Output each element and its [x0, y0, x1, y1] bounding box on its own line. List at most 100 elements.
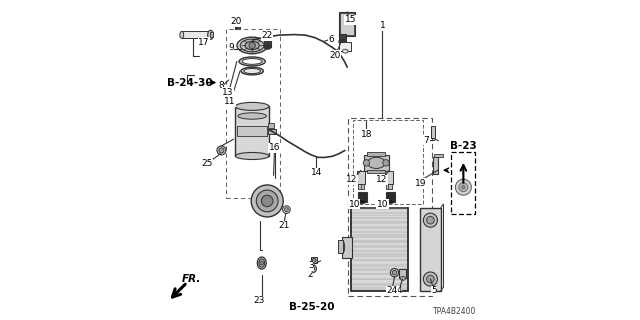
Circle shape [219, 148, 224, 153]
Bar [348, 118, 432, 296]
Ellipse shape [401, 276, 406, 280]
Text: 10: 10 [377, 200, 388, 209]
Circle shape [456, 179, 472, 195]
Text: 7: 7 [424, 136, 429, 145]
Bar [352, 287, 408, 290]
Ellipse shape [207, 30, 214, 39]
Ellipse shape [259, 259, 265, 267]
Circle shape [312, 258, 316, 262]
Text: 14: 14 [310, 168, 322, 177]
Ellipse shape [245, 41, 259, 50]
Polygon shape [242, 175, 287, 186]
Text: 19: 19 [415, 179, 427, 188]
Text: 10: 10 [349, 200, 360, 209]
Circle shape [262, 195, 273, 207]
Bar [352, 226, 408, 228]
Ellipse shape [236, 152, 269, 160]
Text: 22: 22 [262, 31, 273, 40]
Bar [352, 283, 408, 285]
Circle shape [284, 208, 288, 212]
Bar [352, 250, 408, 252]
Bar [339, 12, 355, 36]
Bar [339, 240, 343, 253]
Bar [339, 42, 351, 51]
Bar [268, 129, 276, 134]
Bar [367, 170, 385, 173]
Bar [352, 221, 408, 224]
Bar [352, 231, 408, 233]
Circle shape [424, 213, 438, 227]
Bar [340, 13, 355, 35]
Bar [353, 120, 422, 204]
Text: 2: 2 [307, 270, 312, 279]
Text: 24: 24 [387, 286, 397, 295]
Text: 1: 1 [380, 21, 385, 30]
Circle shape [462, 186, 465, 189]
Text: 12: 12 [376, 175, 387, 184]
Circle shape [390, 268, 399, 277]
Ellipse shape [241, 67, 264, 75]
Circle shape [309, 265, 316, 273]
Circle shape [427, 216, 434, 224]
Text: 23: 23 [253, 296, 264, 305]
Text: 12: 12 [346, 175, 358, 184]
Bar [268, 123, 274, 128]
Bar [352, 236, 408, 238]
Circle shape [364, 160, 370, 166]
Text: 18: 18 [361, 130, 372, 139]
Text: 20: 20 [330, 51, 341, 60]
Text: 6: 6 [328, 35, 334, 44]
Text: 25: 25 [202, 159, 213, 168]
Text: B-24-30: B-24-30 [167, 77, 212, 88]
Bar [352, 278, 408, 280]
Ellipse shape [264, 45, 271, 49]
Bar [237, 126, 268, 136]
Text: 5: 5 [431, 286, 436, 295]
Bar [352, 273, 408, 276]
Text: 9: 9 [228, 43, 234, 52]
Bar [351, 208, 408, 291]
Bar [434, 154, 443, 157]
Ellipse shape [239, 57, 265, 66]
Circle shape [383, 160, 389, 166]
Text: 8: 8 [218, 81, 223, 90]
Ellipse shape [339, 39, 346, 44]
Bar [352, 212, 408, 214]
Bar [352, 217, 408, 219]
Circle shape [249, 42, 255, 49]
Bar [227, 29, 280, 198]
Circle shape [251, 185, 283, 217]
Ellipse shape [340, 241, 344, 253]
Ellipse shape [386, 200, 394, 204]
Bar [351, 208, 408, 291]
Bar [385, 192, 395, 202]
Polygon shape [239, 182, 294, 221]
Bar [352, 254, 408, 257]
Text: 13: 13 [223, 88, 234, 97]
Text: B-25-20: B-25-20 [289, 301, 335, 312]
Bar [451, 152, 475, 214]
Bar [386, 184, 392, 189]
Bar [342, 237, 352, 258]
Ellipse shape [180, 31, 184, 38]
Bar [358, 184, 365, 189]
Bar [357, 171, 365, 184]
Text: FR.: FR. [182, 274, 201, 284]
Bar [352, 264, 408, 266]
Circle shape [260, 261, 264, 265]
Circle shape [424, 272, 438, 286]
Ellipse shape [257, 257, 266, 269]
Bar [399, 269, 406, 278]
Ellipse shape [237, 37, 268, 54]
Bar [182, 31, 211, 38]
Circle shape [256, 190, 278, 212]
Bar [311, 257, 317, 263]
Ellipse shape [238, 113, 266, 119]
Bar [385, 171, 393, 184]
Text: 20: 20 [230, 17, 242, 26]
Bar [210, 32, 214, 37]
Bar [367, 152, 385, 156]
Bar [235, 22, 240, 29]
Bar [339, 34, 346, 42]
Bar [420, 208, 440, 291]
